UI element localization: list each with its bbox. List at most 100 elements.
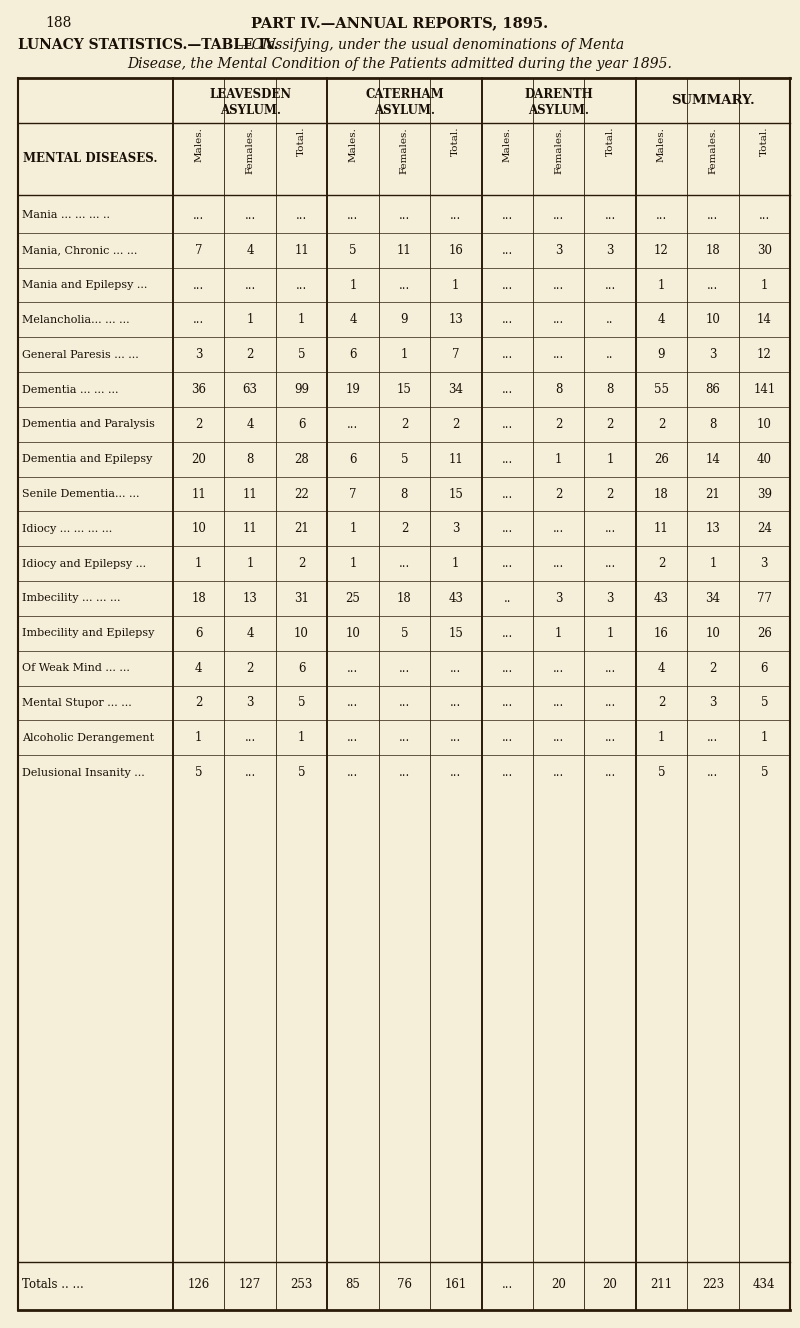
Text: SUMMARY.: SUMMARY. <box>671 94 754 108</box>
Text: 3: 3 <box>606 592 614 606</box>
Text: Dementia and Paralysis: Dementia and Paralysis <box>22 420 155 429</box>
Text: 14: 14 <box>757 313 772 327</box>
Text: 20: 20 <box>551 1278 566 1291</box>
Text: Idiocy and Epilepsy ...: Idiocy and Epilepsy ... <box>22 559 146 568</box>
Text: ...: ... <box>707 279 718 292</box>
Text: —Classifying, under the usual denominations of Menta: —Classifying, under the usual denominati… <box>238 39 624 52</box>
Text: 7: 7 <box>350 487 357 501</box>
Text: ..: .. <box>606 348 614 361</box>
Text: 34: 34 <box>448 382 463 396</box>
Text: 30: 30 <box>757 244 772 256</box>
Text: Total.: Total. <box>606 127 614 157</box>
Text: 11: 11 <box>242 487 258 501</box>
Text: 2: 2 <box>195 418 202 430</box>
Text: ...: ... <box>502 522 513 535</box>
Text: 2: 2 <box>246 661 254 675</box>
Text: Mania ... ... ... ..: Mania ... ... ... .. <box>22 210 110 220</box>
Text: ...: ... <box>502 313 513 327</box>
Text: ...: ... <box>450 696 462 709</box>
Text: 11: 11 <box>191 487 206 501</box>
Text: 2: 2 <box>658 418 665 430</box>
Text: 4: 4 <box>246 244 254 256</box>
Text: 5: 5 <box>658 766 666 780</box>
Text: 5: 5 <box>195 766 202 780</box>
Text: 25: 25 <box>346 592 360 606</box>
Text: 6: 6 <box>350 453 357 466</box>
Text: ...: ... <box>398 279 410 292</box>
Text: 2: 2 <box>709 661 717 675</box>
Text: ...: ... <box>245 279 256 292</box>
Text: 11: 11 <box>397 244 412 256</box>
Text: 1: 1 <box>298 313 306 327</box>
Text: Males.: Males. <box>194 127 203 162</box>
Text: ...: ... <box>245 732 256 744</box>
Text: ...: ... <box>347 661 358 675</box>
Text: 5: 5 <box>298 348 306 361</box>
Text: ...: ... <box>347 732 358 744</box>
Text: 77: 77 <box>757 592 772 606</box>
Text: 3: 3 <box>709 696 717 709</box>
Text: ...: ... <box>398 732 410 744</box>
Text: Senile Dementia... ...: Senile Dementia... ... <box>22 489 139 499</box>
Text: 5: 5 <box>761 766 768 780</box>
Text: Melancholia... ... ...: Melancholia... ... ... <box>22 315 130 325</box>
Text: MENTAL DISEASES.: MENTAL DISEASES. <box>23 153 158 166</box>
Text: ...: ... <box>758 208 770 222</box>
Text: 15: 15 <box>448 487 463 501</box>
Text: ...: ... <box>502 732 513 744</box>
Text: 2: 2 <box>298 558 306 570</box>
Text: ...: ... <box>347 418 358 430</box>
Text: 12: 12 <box>654 244 669 256</box>
Text: 5: 5 <box>401 627 408 640</box>
Text: 8: 8 <box>606 382 614 396</box>
Text: 9: 9 <box>658 348 666 361</box>
Text: ...: ... <box>193 279 204 292</box>
Text: Dementia and Epilepsy: Dementia and Epilepsy <box>22 454 152 465</box>
Text: 434: 434 <box>753 1278 775 1291</box>
Text: 86: 86 <box>706 382 720 396</box>
Text: ...: ... <box>347 208 358 222</box>
Text: 6: 6 <box>761 661 768 675</box>
Text: ...: ... <box>502 208 513 222</box>
Text: ...: ... <box>605 522 616 535</box>
Text: ...: ... <box>605 732 616 744</box>
Text: 10: 10 <box>294 627 309 640</box>
Text: 43: 43 <box>448 592 463 606</box>
Text: 8: 8 <box>246 453 254 466</box>
Text: ...: ... <box>502 487 513 501</box>
Text: Females.: Females. <box>554 127 563 174</box>
Text: 11: 11 <box>654 522 669 535</box>
Text: ...: ... <box>707 208 718 222</box>
Text: 1: 1 <box>195 732 202 744</box>
Text: 31: 31 <box>294 592 309 606</box>
Text: 1: 1 <box>761 279 768 292</box>
Text: 223: 223 <box>702 1278 724 1291</box>
Text: 3: 3 <box>709 348 717 361</box>
Text: Totals .. ...: Totals .. ... <box>22 1278 84 1291</box>
Text: 6: 6 <box>350 348 357 361</box>
Text: ...: ... <box>450 661 462 675</box>
Text: Disease, the Mental Condition of the Patients admitted during the year 1895.: Disease, the Mental Condition of the Pat… <box>127 57 673 70</box>
Text: 127: 127 <box>239 1278 262 1291</box>
Text: 7: 7 <box>195 244 202 256</box>
Text: 2: 2 <box>195 696 202 709</box>
Text: ...: ... <box>605 558 616 570</box>
Text: 99: 99 <box>294 382 309 396</box>
Text: LUNACY STATISTICS.—TABLE IV.: LUNACY STATISTICS.—TABLE IV. <box>18 39 278 52</box>
Text: 76: 76 <box>397 1278 412 1291</box>
Text: 14: 14 <box>706 453 720 466</box>
Text: ...: ... <box>398 558 410 570</box>
Text: 13: 13 <box>706 522 720 535</box>
Text: General Paresis ... ...: General Paresis ... ... <box>22 349 138 360</box>
Text: 4: 4 <box>195 661 202 675</box>
Text: ...: ... <box>553 696 564 709</box>
Text: Total.: Total. <box>451 127 460 157</box>
Text: ...: ... <box>502 382 513 396</box>
Text: 3: 3 <box>555 592 562 606</box>
Text: CATERHAM: CATERHAM <box>365 88 444 101</box>
Text: ...: ... <box>347 766 358 780</box>
Text: 5: 5 <box>298 766 306 780</box>
Text: 11: 11 <box>294 244 309 256</box>
Text: 8: 8 <box>709 418 717 430</box>
Text: 21: 21 <box>294 522 309 535</box>
